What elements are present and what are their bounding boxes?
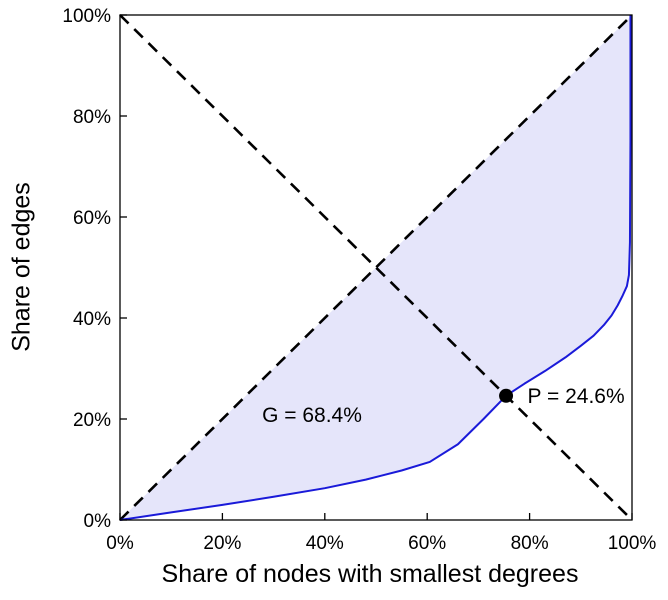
plot-frame (119, 14, 633, 521)
y-tick-label: 40% (73, 309, 111, 330)
y-tick-label: 20% (73, 410, 111, 431)
x-tick-label: 60% (408, 533, 446, 554)
x-tick-label: 40% (306, 533, 344, 554)
y-axis-title: Share of edges (7, 182, 36, 352)
lorenz-curve-line (119, 15, 632, 521)
annotation-p: P = 24.6% (528, 385, 625, 408)
x-tick-label: 0% (106, 533, 134, 554)
y-tick-label: 60% (73, 208, 111, 229)
x-tick-label: 20% (203, 533, 241, 554)
y-tick-label: 80% (73, 107, 111, 128)
y-tick-label: 100% (62, 6, 111, 27)
annotation-gini: G = 68.4% (262, 404, 362, 427)
x-axis-title: Share of nodes with smallest degrees (161, 560, 579, 588)
p-point-marker (499, 388, 514, 403)
y-tick-label: 0% (84, 511, 112, 532)
x-tick-label: 80% (511, 533, 549, 554)
x-tick-label: 100% (608, 533, 657, 554)
